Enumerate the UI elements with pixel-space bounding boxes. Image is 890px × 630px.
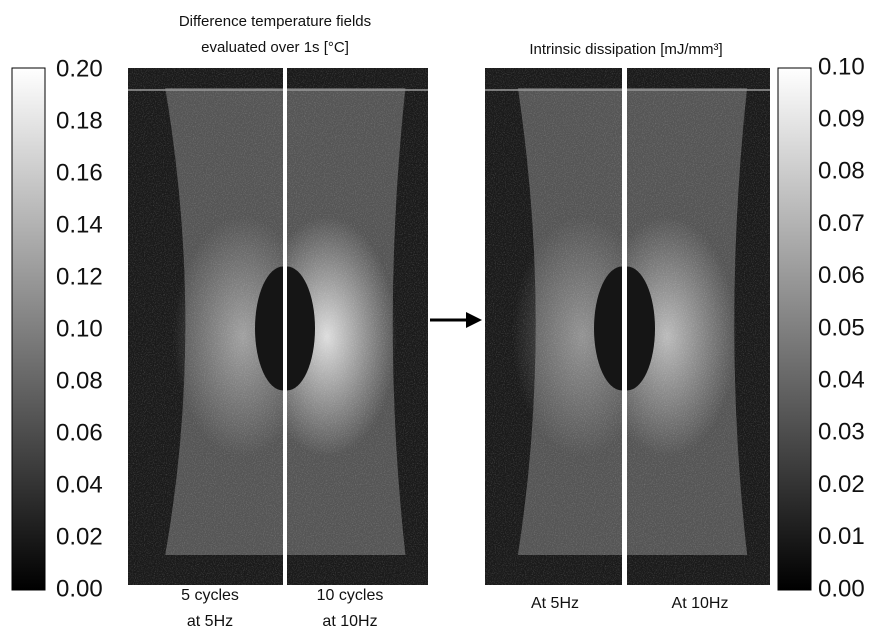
notch [287, 266, 315, 391]
left-tick-label: 0.10 [56, 315, 103, 342]
notch [627, 266, 655, 391]
right-tick-label: 0.00 [818, 575, 865, 602]
left-tick-label: 0.08 [56, 367, 103, 394]
right-tick-label: 0.07 [818, 210, 865, 237]
image-panel [627, 68, 770, 585]
panel-caption: 10 cycles [317, 587, 384, 604]
right-title: Intrinsic dissipation [mJ/mm³] [529, 41, 722, 58]
left-tick-label: 0.06 [56, 419, 103, 446]
left-tick-label: 0.04 [56, 471, 103, 498]
image-panel [128, 68, 283, 585]
panel-caption: 5 cycles [181, 587, 239, 604]
right-tick-label: 0.01 [818, 523, 865, 550]
left-tick-label: 0.00 [56, 575, 103, 602]
left-tick-label: 0.14 [56, 211, 103, 238]
arrow-head [466, 312, 482, 328]
right-tick-label: 0.05 [818, 314, 865, 341]
right-tick-label: 0.09 [818, 106, 865, 133]
left-title: evaluated over 1s [°C] [201, 39, 349, 56]
right-tick-label: 0.10 [818, 53, 865, 80]
right-tick-label: 0.06 [818, 262, 865, 289]
notch [594, 266, 622, 391]
panel-caption: at 5Hz [187, 613, 233, 630]
panels [128, 68, 770, 585]
right-tick-label: 0.04 [818, 367, 865, 394]
left-tick-label: 0.12 [56, 263, 103, 290]
panel-caption: at 10Hz [322, 613, 377, 630]
right-tick-label: 0.08 [818, 158, 865, 185]
image-panel [485, 68, 622, 585]
left-tick-label: 0.02 [56, 523, 103, 550]
left-tick-label: 0.20 [56, 55, 103, 82]
panel-caption: At 10Hz [672, 595, 729, 612]
right-tick-label: 0.03 [818, 419, 865, 446]
right-tick-label: 0.02 [818, 471, 865, 498]
left-tick-label: 0.18 [56, 107, 103, 134]
image-panel [287, 68, 428, 585]
left-tick-label: 0.16 [56, 159, 103, 186]
left-title: Difference temperature fields [179, 13, 371, 30]
panel-caption: At 5Hz [531, 595, 579, 612]
right-colorbar [777, 67, 812, 591]
notch [255, 266, 283, 391]
left-colorbar [11, 67, 46, 591]
